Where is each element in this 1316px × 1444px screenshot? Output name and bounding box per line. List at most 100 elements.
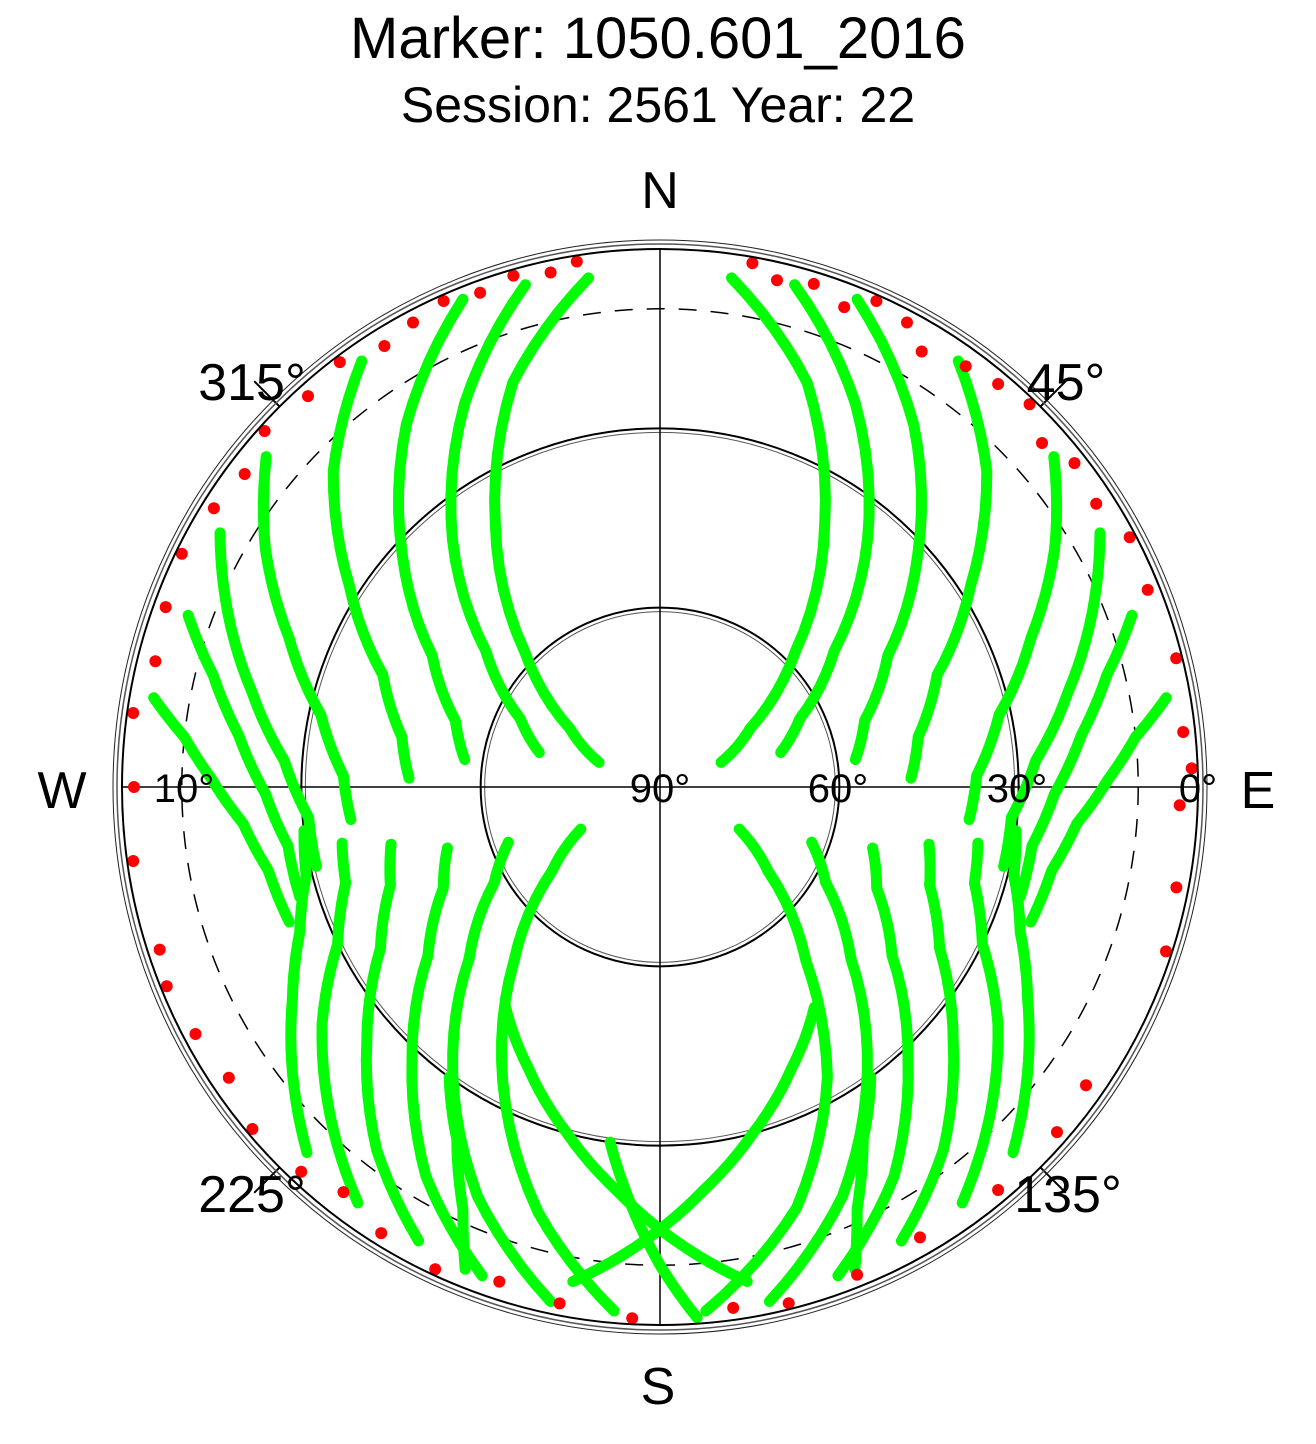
red-point-48 bbox=[258, 425, 271, 437]
red-point-53 bbox=[437, 295, 450, 307]
east-label: E bbox=[1241, 762, 1276, 820]
elevation-label-10: 10° bbox=[154, 767, 215, 811]
red-point-11 bbox=[1068, 457, 1081, 470]
red-point-55 bbox=[507, 269, 520, 282]
green-track-20 bbox=[489, 272, 605, 768]
elevation-label-0: 0° bbox=[1179, 767, 1217, 811]
red-point-10 bbox=[1036, 437, 1048, 449]
azimuth-label-315: 315° bbox=[198, 354, 306, 412]
red-point-46 bbox=[207, 502, 220, 515]
red-point-40 bbox=[127, 855, 140, 867]
green-track-10 bbox=[832, 842, 914, 1282]
red-point-15 bbox=[1170, 652, 1183, 665]
green-track-25 bbox=[214, 527, 322, 872]
elevation-label-90: 90° bbox=[630, 767, 691, 811]
green-track-2 bbox=[849, 293, 927, 765]
west-label: W bbox=[37, 762, 86, 820]
green-track-3 bbox=[905, 355, 993, 784]
horizon-ring bbox=[112, 239, 1208, 1335]
green-track-15 bbox=[447, 836, 557, 1307]
horizon-circle-edge bbox=[112, 239, 1208, 1335]
red-point-34 bbox=[295, 1165, 308, 1178]
green-track-6 bbox=[1014, 609, 1138, 903]
north-label: N bbox=[641, 162, 679, 220]
red-point-30 bbox=[493, 1275, 506, 1288]
red-point-54 bbox=[474, 286, 487, 299]
red-point-47 bbox=[238, 468, 251, 480]
green-track-27 bbox=[148, 692, 295, 928]
green-track-11 bbox=[895, 838, 960, 1247]
green-track-26 bbox=[182, 609, 306, 903]
green-track-24 bbox=[257, 451, 357, 825]
green-track-28 bbox=[500, 1001, 753, 1287]
green-track-9 bbox=[763, 836, 873, 1307]
green-track-31 bbox=[849, 1071, 877, 1275]
green-track-14 bbox=[496, 823, 620, 1317]
red-point-27 bbox=[727, 1301, 740, 1314]
azimuth-label-135: 135° bbox=[1014, 1166, 1122, 1224]
green-track-29 bbox=[567, 1001, 820, 1287]
red-low-elevation-series bbox=[127, 255, 1198, 1325]
green-track-22 bbox=[393, 293, 471, 765]
red-point-7 bbox=[959, 360, 972, 373]
red-point-16 bbox=[1177, 726, 1190, 738]
azimuth-tick-45 bbox=[1039, 380, 1067, 408]
red-point-32 bbox=[375, 1227, 388, 1240]
green-track-19 bbox=[285, 825, 313, 1158]
red-point-13 bbox=[1123, 531, 1136, 544]
red-point-50 bbox=[333, 356, 346, 369]
red-point-0 bbox=[746, 257, 759, 270]
red-point-42 bbox=[127, 707, 140, 719]
green-track-8 bbox=[700, 823, 833, 1317]
south-label: S bbox=[641, 1358, 676, 1416]
green-track-13 bbox=[1007, 825, 1035, 1158]
green-track-series bbox=[148, 272, 1172, 1324]
red-point-26 bbox=[782, 1297, 795, 1310]
azimuth-label-225: 225° bbox=[198, 1166, 306, 1224]
green-track-1 bbox=[775, 279, 875, 758]
green-track-12 bbox=[956, 837, 1004, 1209]
red-point-25 bbox=[851, 1268, 864, 1281]
red-point-35 bbox=[246, 1123, 259, 1135]
green-track-5 bbox=[998, 527, 1106, 872]
elevation-label-30: 30° bbox=[987, 767, 1048, 811]
red-point-2 bbox=[807, 277, 820, 290]
azimuth-tick-315 bbox=[253, 380, 281, 408]
red-point-49 bbox=[302, 390, 314, 403]
red-point-29 bbox=[553, 1297, 566, 1310]
green-track-32 bbox=[443, 1071, 471, 1275]
red-point-37 bbox=[189, 1028, 202, 1040]
red-point-36 bbox=[222, 1071, 235, 1084]
elevation-label-60: 60° bbox=[808, 767, 869, 811]
red-point-41 bbox=[128, 781, 140, 793]
red-point-18 bbox=[1173, 799, 1186, 812]
red-point-39 bbox=[153, 943, 166, 956]
red-point-45 bbox=[175, 547, 188, 560]
red-point-43 bbox=[149, 655, 162, 668]
red-point-1 bbox=[771, 274, 783, 287]
red-point-12 bbox=[1090, 497, 1103, 510]
red-point-51 bbox=[378, 340, 391, 352]
red-point-56 bbox=[544, 266, 557, 279]
red-point-24 bbox=[914, 1231, 926, 1244]
horizon-circle bbox=[121, 248, 1199, 1326]
red-point-31 bbox=[429, 1263, 442, 1276]
red-point-6 bbox=[915, 345, 928, 358]
red-point-28 bbox=[626, 1312, 639, 1325]
red-point-19 bbox=[1170, 881, 1183, 894]
green-track-17 bbox=[360, 838, 425, 1247]
red-point-52 bbox=[407, 316, 419, 329]
red-point-44 bbox=[159, 601, 172, 614]
green-track-23 bbox=[327, 355, 415, 784]
red-point-9 bbox=[1023, 398, 1036, 411]
red-point-38 bbox=[160, 980, 173, 993]
red-point-17 bbox=[1185, 762, 1198, 775]
chart-subtitle: Session: 2561 Year: 22 bbox=[401, 77, 915, 133]
green-track-30 bbox=[604, 1136, 703, 1324]
green-track-7 bbox=[1025, 692, 1172, 928]
azimuth-tick-135 bbox=[1039, 1166, 1067, 1194]
red-point-4 bbox=[870, 295, 883, 307]
red-point-23 bbox=[992, 1184, 1005, 1196]
green-track-21 bbox=[445, 279, 545, 758]
